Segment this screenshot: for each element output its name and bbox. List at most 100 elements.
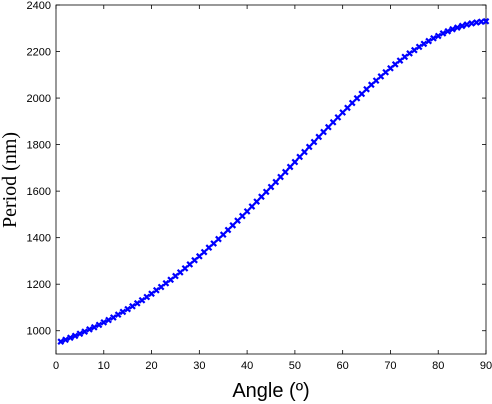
x-tick-label: 70	[384, 360, 396, 372]
data-point	[420, 40, 428, 48]
data-point	[186, 261, 194, 268]
data-point	[109, 314, 117, 321]
data-point	[176, 268, 184, 276]
data-point	[363, 85, 370, 93]
data-point	[229, 221, 237, 229]
data-point	[453, 24, 461, 31]
data-point	[310, 138, 318, 146]
data-point	[272, 178, 280, 186]
data-point	[315, 133, 323, 141]
data-point	[358, 90, 366, 98]
data-point	[372, 77, 380, 84]
data-point	[301, 148, 308, 156]
data-point	[129, 302, 136, 310]
data-point	[334, 114, 342, 121]
y-tick-label: 1800	[27, 140, 51, 152]
data-point	[81, 328, 89, 336]
data-point	[205, 244, 213, 252]
data-point	[119, 308, 127, 316]
data-point	[66, 334, 74, 342]
data-point	[286, 163, 294, 171]
data-point	[473, 19, 480, 26]
data-point	[434, 32, 442, 40]
data-point	[95, 321, 103, 329]
data-point	[344, 104, 351, 112]
x-axis: 0 10 20 30 40 50 60 70 80 90	[53, 5, 492, 372]
data-point	[430, 34, 437, 42]
data-point	[86, 325, 93, 333]
x-axis-title: Angle (º)	[232, 380, 309, 402]
data-point	[258, 193, 265, 201]
y-axis: 1000 1200 1400 1600 1800 2000 2200 2400	[27, 0, 486, 338]
data-point	[277, 173, 284, 181]
data-point	[463, 21, 471, 28]
data-point	[425, 37, 433, 45]
x-tick-label: 60	[337, 360, 349, 372]
data-point	[367, 81, 375, 89]
data-point	[76, 330, 84, 338]
x-tick-label: 90	[480, 360, 492, 372]
y-tick-label: 1600	[27, 186, 51, 198]
data-point	[224, 226, 232, 234]
y-tick-label: 1200	[27, 279, 51, 291]
x-tick-label: 20	[145, 360, 157, 372]
data-point	[348, 99, 356, 107]
data-point	[482, 17, 490, 25]
data-point	[248, 203, 256, 210]
data-point	[458, 22, 466, 30]
data-point	[377, 73, 385, 80]
y-tick-label: 1400	[27, 233, 51, 245]
x-tick-label: 80	[432, 360, 444, 372]
y-tick-label: 2000	[27, 93, 51, 105]
data-point	[477, 18, 485, 26]
x-tick-label: 30	[193, 360, 205, 372]
data-point	[329, 118, 337, 126]
data-series	[57, 17, 490, 346]
data-point	[444, 27, 452, 35]
data-point	[90, 323, 98, 331]
data-point	[253, 198, 261, 205]
data-point	[320, 128, 327, 136]
data-point	[191, 256, 198, 264]
data-point	[262, 188, 270, 196]
data-point	[71, 332, 79, 340]
data-point	[181, 265, 189, 272]
y-axis-title: Period (nm)	[0, 132, 21, 228]
data-point	[281, 168, 289, 176]
x-tick-label: 0	[53, 360, 59, 372]
data-point	[382, 68, 390, 76]
data-point	[100, 318, 108, 326]
data-point	[324, 123, 332, 131]
y-tick-label: 2200	[27, 47, 51, 59]
data-point	[210, 240, 218, 247]
data-point	[114, 311, 122, 319]
data-point	[243, 207, 251, 215]
x-tick-label: 50	[289, 360, 301, 372]
data-point	[305, 143, 313, 151]
data-point	[57, 338, 65, 346]
data-point	[439, 30, 447, 37]
data-point	[215, 235, 222, 243]
data-point	[415, 43, 423, 51]
data-point	[353, 94, 361, 102]
data-point	[296, 153, 304, 161]
data-point	[124, 305, 132, 313]
data-point	[105, 316, 112, 324]
data-point	[133, 299, 141, 307]
data-point	[62, 336, 69, 344]
data-point	[291, 158, 299, 166]
y-tick-label: 2400	[27, 0, 51, 12]
x-tick-label: 10	[98, 360, 110, 372]
data-point	[387, 64, 394, 72]
data-point	[339, 109, 347, 116]
x-tick-label: 40	[241, 360, 253, 372]
data-point	[238, 212, 246, 220]
data-point	[219, 231, 227, 239]
data-point	[267, 183, 275, 191]
y-tick-label: 1000	[27, 326, 51, 338]
data-point	[449, 25, 456, 33]
plot-area	[55, 4, 487, 355]
data-point	[234, 217, 241, 225]
data-point	[200, 248, 208, 256]
